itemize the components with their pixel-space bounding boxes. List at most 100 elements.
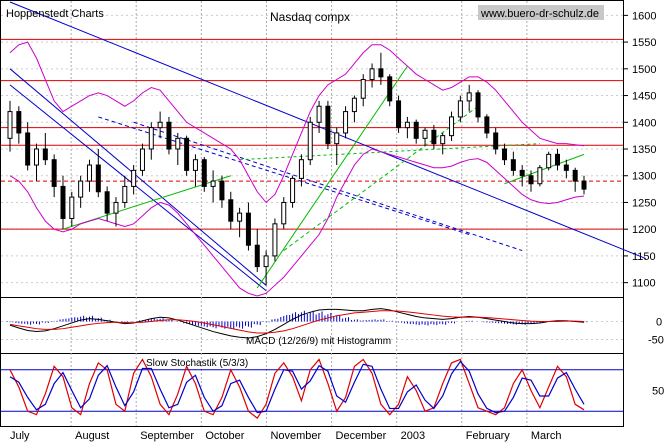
x-tick-label: March xyxy=(531,430,562,442)
candle-body xyxy=(148,127,154,150)
candle-body xyxy=(86,164,92,182)
candle-body xyxy=(440,135,446,145)
candle-body xyxy=(228,199,234,222)
candle-body xyxy=(449,116,455,137)
price-tick-label: 1300 xyxy=(632,171,656,183)
candle-body xyxy=(33,148,39,166)
x-tick-label: December xyxy=(336,430,387,442)
candle-body xyxy=(298,159,304,179)
candle-body xyxy=(157,121,163,129)
stoch-d-line xyxy=(9,360,585,414)
channel-line-upper xyxy=(9,68,267,286)
macd-signal-line xyxy=(9,310,585,334)
green-trend-4 xyxy=(504,153,585,185)
dashed-channel-2 xyxy=(133,121,523,252)
candle-body xyxy=(272,223,278,257)
candle-body xyxy=(69,196,75,219)
chart-title: Nasdaq compx xyxy=(270,10,350,24)
green-trend-2 xyxy=(256,65,408,289)
candle-body xyxy=(457,100,463,118)
x-tick-label: 2003 xyxy=(401,430,425,442)
candle-body xyxy=(378,68,384,78)
price-tick-label: 1250 xyxy=(632,197,656,209)
candle-body xyxy=(210,180,216,187)
bollinger-lower xyxy=(9,148,585,297)
candle-body xyxy=(387,76,393,102)
x-tick-label: February xyxy=(466,430,511,442)
stoch-tick-label: 50 xyxy=(652,386,664,398)
candle-body xyxy=(16,111,22,134)
bollinger-upper xyxy=(9,41,585,204)
candle-body xyxy=(466,92,472,102)
candle-body xyxy=(546,153,552,169)
candle-body xyxy=(175,137,181,150)
candle-body xyxy=(396,100,402,129)
channel-line-lower xyxy=(9,84,267,292)
candle-body xyxy=(475,92,481,118)
candle-body xyxy=(42,148,48,161)
candle-body xyxy=(510,159,516,171)
candle-body xyxy=(563,164,569,171)
candle-body xyxy=(422,129,428,139)
green-trend-3 xyxy=(283,105,479,251)
stoch-label: Slow Stochastik (5/3/3) xyxy=(146,358,248,369)
candle-body xyxy=(51,159,57,187)
green-trend-5 xyxy=(239,143,540,161)
price-tick-label: 1150 xyxy=(632,251,656,263)
price-tick-label: 1350 xyxy=(632,144,656,156)
candle-body xyxy=(581,180,587,190)
stoch-k-line xyxy=(9,358,585,419)
candle-body xyxy=(431,129,437,145)
x-tick-label: August xyxy=(75,430,109,442)
candle-body xyxy=(493,132,499,150)
candle-body xyxy=(555,153,561,166)
candle-body xyxy=(502,148,508,161)
candle-body xyxy=(113,201,119,214)
candle-body xyxy=(254,244,260,268)
candle-body xyxy=(325,105,331,145)
candle-body xyxy=(307,121,313,161)
candle-body xyxy=(404,121,410,129)
candle-body xyxy=(237,212,243,222)
candle-body xyxy=(192,159,198,171)
macd-label: MACD (12/26/9) mit Histogramm xyxy=(246,336,391,347)
candle-body xyxy=(281,201,287,225)
candle-body xyxy=(316,105,322,123)
candle-body xyxy=(360,79,366,99)
candle-body xyxy=(290,177,296,203)
candle-body xyxy=(334,132,340,145)
candle-body xyxy=(219,180,225,201)
candle-body xyxy=(131,169,137,187)
macd-line xyxy=(9,308,585,339)
candle-body xyxy=(245,212,251,246)
candle-body xyxy=(572,169,578,182)
candle-body xyxy=(519,169,525,177)
candle-body xyxy=(139,148,145,171)
candle-body xyxy=(351,97,357,113)
candle-body xyxy=(104,191,110,214)
x-tick-label: November xyxy=(270,430,321,442)
candle-body xyxy=(60,185,66,219)
x-tick-label: September xyxy=(140,430,194,442)
watermark: www.buero-dr-schulz.de xyxy=(480,8,599,20)
macd-tick-label: -50 xyxy=(648,334,664,346)
price-tick-label: 1500 xyxy=(632,64,656,76)
candle-body xyxy=(7,111,13,139)
price-tick-label: 1450 xyxy=(632,91,656,103)
candle-body xyxy=(184,137,190,171)
macd-tick-label: 0 xyxy=(656,317,662,329)
price-tick-label: 1100 xyxy=(632,278,656,290)
candle-body xyxy=(25,132,31,166)
candle-body xyxy=(343,111,349,134)
price-tick-label: 1400 xyxy=(632,117,656,129)
candle-body xyxy=(201,159,207,187)
candle-body xyxy=(484,116,490,134)
candle-body xyxy=(537,167,543,185)
source-label: Hoppenstedt Charts xyxy=(6,8,104,20)
candle-body xyxy=(263,255,269,268)
price-tick-label: 1550 xyxy=(632,37,656,49)
candle-body xyxy=(95,164,101,193)
price-tick-label: 1600 xyxy=(632,10,656,22)
